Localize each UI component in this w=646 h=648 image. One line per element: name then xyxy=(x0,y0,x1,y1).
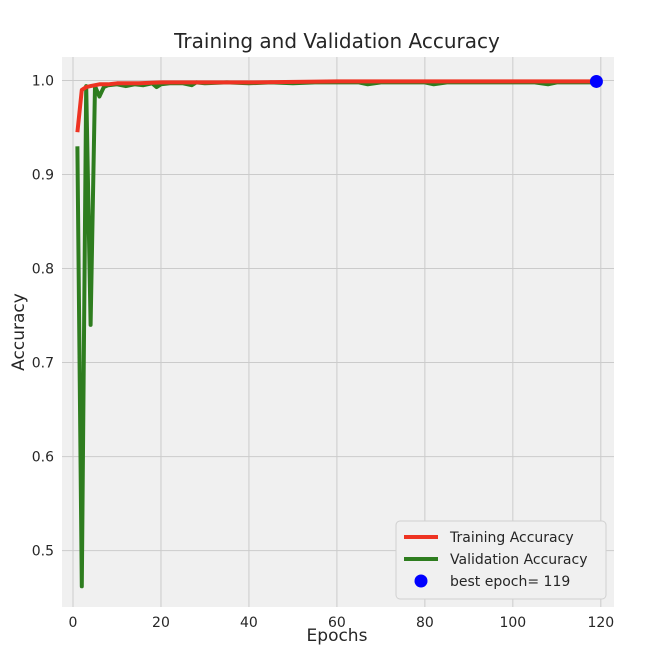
y-gridlines xyxy=(62,80,614,552)
y-tick-label: 0.9 xyxy=(32,168,54,184)
chart-title: Training and Validation Accuracy xyxy=(173,29,500,53)
training-accuracy-line xyxy=(75,79,597,133)
best-point-layer xyxy=(589,74,603,88)
x-tick-label: 0 xyxy=(69,615,78,631)
legend-label-training: Training Accuracy xyxy=(449,530,574,546)
legend: Training Accuracy Validation Accuracy be… xyxy=(395,520,607,600)
x-tick-label: 40 xyxy=(240,615,258,631)
x-tick-labels: 0 20 40 60 80 100 120 xyxy=(69,615,615,631)
x-gridlines xyxy=(72,57,602,607)
y-axis-label: Accuracy xyxy=(9,293,29,371)
legend-box xyxy=(395,520,607,600)
x-axis-label: Epochs xyxy=(307,626,368,646)
y-tick-label: 0.7 xyxy=(32,356,54,372)
x-tick-label: 20 xyxy=(152,615,170,631)
legend-marker-best xyxy=(414,574,428,588)
plot-area xyxy=(62,57,614,607)
x-tick-label: 100 xyxy=(499,615,526,631)
y-tick-label: 0.6 xyxy=(32,450,54,466)
legend-label-validation: Validation Accuracy xyxy=(450,552,588,568)
x-tick-label: 60 xyxy=(328,615,346,631)
y-tick-label: 0.8 xyxy=(32,262,54,278)
x-tick-label: 120 xyxy=(587,615,614,631)
series-layer xyxy=(75,79,597,589)
best-epoch-marker xyxy=(589,74,603,88)
y-tick-labels: 0.5 0.6 0.7 0.8 0.9 1.0 xyxy=(32,74,54,560)
x-tick-label: 80 xyxy=(416,615,434,631)
y-tick-label: 1.0 xyxy=(32,74,54,90)
legend-label-best: best epoch= 119 xyxy=(450,574,570,590)
y-tick-label: 0.5 xyxy=(32,544,54,560)
